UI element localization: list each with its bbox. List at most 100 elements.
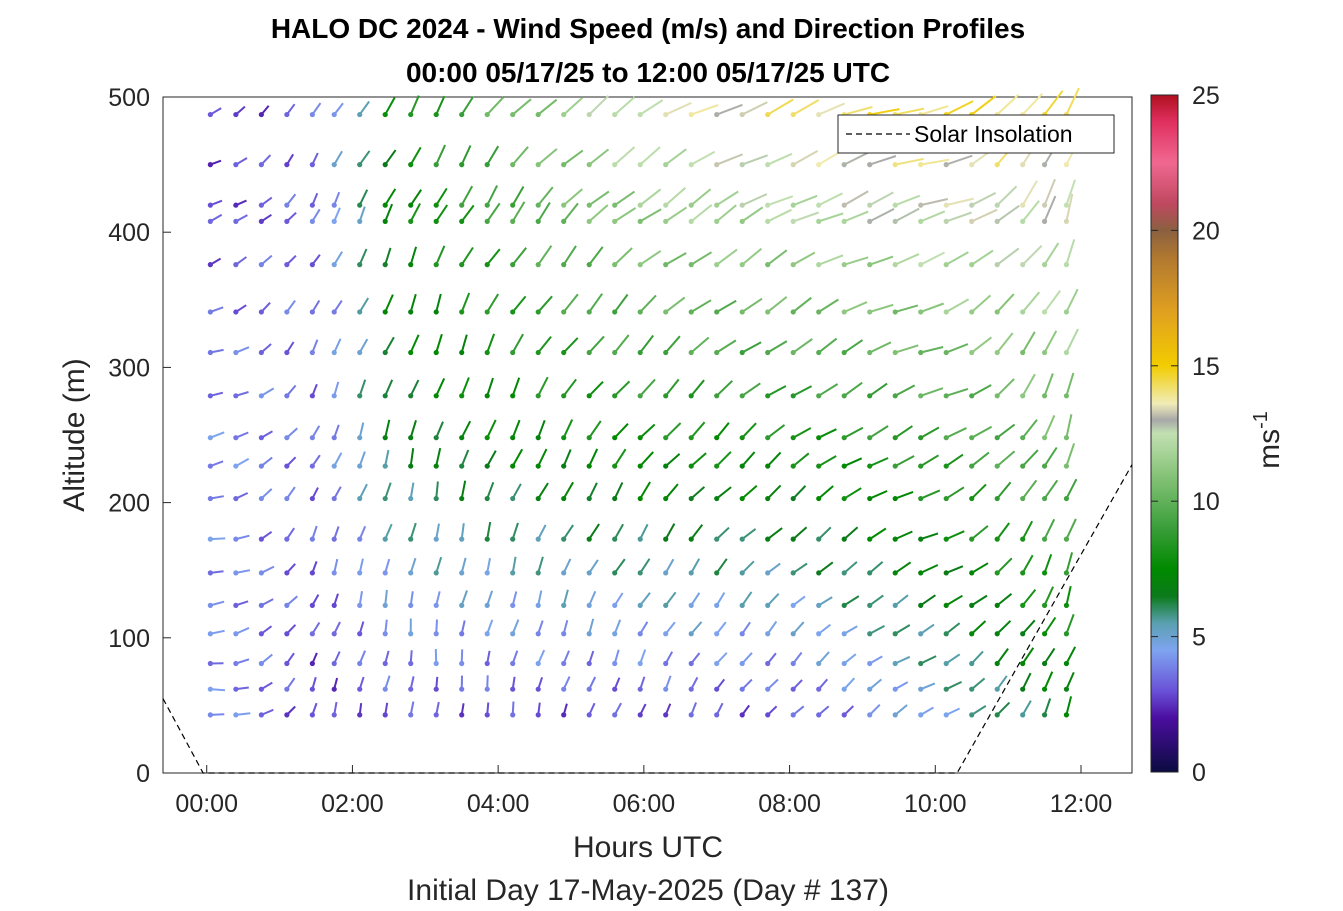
wind-barb-head [637,712,643,718]
wind-barb-head [1020,495,1026,502]
wind-barb-head [841,686,847,692]
wind-barb [869,457,889,468]
wind-barb [537,295,553,313]
wind-barb-head [284,495,290,502]
wind-barb-head [382,602,388,608]
x-tick-label: 10:00 [904,790,967,818]
wind-barb-head [1020,202,1026,208]
wind-barb-head [408,631,414,637]
wind-barb-head [663,393,669,399]
wind-barb [614,146,636,166]
wind-barb-head [459,262,465,268]
wind-barb [869,594,884,607]
wind-barb-head [309,463,315,469]
wind-barb-head [586,602,592,608]
wind-barb-head [561,393,567,399]
wind-barb-head [408,349,414,356]
wind-barb-head [765,435,771,441]
wind-barb-head [969,162,975,168]
wind-barb [511,185,525,206]
wind-barb-head [765,631,771,637]
wind-barb [409,189,423,206]
wind-barb-head [816,393,822,399]
wind-barb-head [484,536,490,542]
wind-barb-head [1020,162,1026,168]
wind-barb-head [892,309,898,315]
wind-barb [971,192,997,207]
wind-barb-head [331,660,337,667]
wind-barb-head [408,435,414,441]
wind-barb [511,295,527,313]
wind-barb [818,254,844,266]
wind-barb-head [739,309,745,315]
wind-barb-head [284,570,290,576]
wind-barb-head [1020,309,1026,315]
wind-barb-head [331,686,337,692]
wind-barb-head [331,712,337,718]
wind-barb-head [1020,686,1026,692]
wind-barb [767,296,788,313]
wind-barb [511,419,521,439]
wind-barb-head [382,495,388,502]
wind-barb-head [765,309,771,315]
wind-barb-head [408,686,414,692]
wind-barb-head [816,349,822,356]
wind-barb-head [816,536,822,542]
wind-barb-head [841,393,847,399]
wind-barb-head [892,570,898,576]
wind-barb [792,562,808,574]
wind-barb-head [357,631,363,637]
wind-barb [486,521,492,540]
wind-barb [358,248,368,266]
wind-barb-head [790,463,796,469]
wind-barb-head [258,631,264,637]
wind-barb [537,419,546,439]
wind-barb-head [433,602,439,608]
wind-barb [537,376,549,397]
wind-barb-head [1020,393,1026,399]
wind-barb-head [969,536,975,542]
wind-barb-head [892,218,898,224]
wind-barb-head [637,686,643,692]
wind-barb [1043,242,1060,266]
wind-barb-head [994,262,1000,268]
wind-barb [614,247,633,266]
wind-barb-head [841,435,847,441]
wind-barb-head [233,570,239,576]
wind-barb [665,101,692,116]
wind-barb-head [309,536,315,542]
wind-barb-head [433,202,439,208]
wind-barb-head [994,162,1000,168]
wind-barb [613,334,630,354]
wind-barb [843,595,860,607]
wind-barb [996,522,1011,540]
wind-barb [741,247,763,266]
wind-barb-head [535,435,541,441]
wind-barb-head [258,435,264,441]
wind-barb-head [841,202,847,208]
wind-barb [792,194,818,207]
wind-barb-head [663,111,669,118]
wind-barb-head [892,435,898,441]
wind-barb [664,558,675,574]
wind-barb [665,296,686,313]
wind-barb [639,208,662,223]
wind-barb [588,293,604,313]
wind-barb [588,448,599,467]
wind-barb-head [816,570,822,576]
wind-barb [716,103,743,116]
wind-barb-head [433,262,439,268]
wind-barb-head [207,660,213,667]
wind-barb-head [714,262,720,268]
wind-barb-head [561,570,567,576]
wind-barb [971,95,997,116]
wind-barb [511,556,517,574]
wind-barb [920,251,945,266]
wind-barb [639,294,657,313]
wind-barb [1021,419,1038,439]
wind-barb-head [510,262,516,268]
wind-barb-head [918,162,924,168]
wind-barb-head [994,349,1000,356]
wind-barb-head [331,463,337,469]
wind-barb-head [382,162,388,168]
